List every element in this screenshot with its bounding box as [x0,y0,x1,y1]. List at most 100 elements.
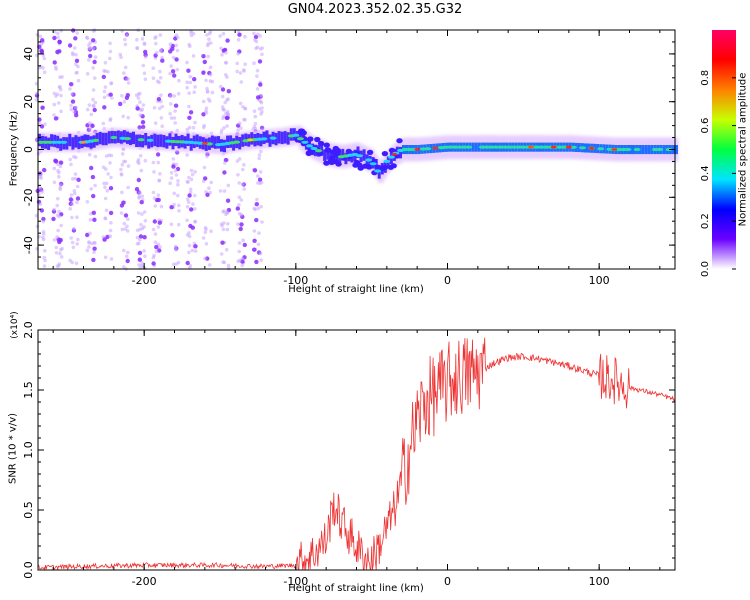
noise-speckle [120,94,124,98]
noise-speckle [76,237,80,242]
noise-speckle [221,116,225,120]
noise-speckle [171,262,176,267]
noise-speckle [152,170,156,174]
noise-speckle [241,238,245,242]
noise-speckle [260,106,264,110]
hot-spot [80,141,87,144]
core-cell [195,134,199,147]
bottom-x-tick-label: 0 [444,575,451,588]
noise-speckle [169,171,174,175]
noise-speckles [34,28,265,271]
noise-speckle [104,208,109,213]
noise-speckle [69,82,74,87]
noise-speckle [185,260,190,266]
noise-speckle [224,115,230,121]
noise-speckle [70,51,75,55]
noise-speckle [168,111,172,116]
noise-speckle [172,73,177,78]
core-cell [647,145,651,155]
noise-speckle [135,235,140,240]
noise-speckle [151,76,156,80]
noise-speckle [92,217,97,222]
noise-speckle [41,66,45,70]
core-cell [280,131,284,145]
noise-speckle [193,219,197,224]
ridge-cell [424,147,432,151]
noise-speckle [73,36,78,41]
ridge-cell [369,162,377,166]
noise-speckle [189,177,194,182]
band-blob [307,136,314,142]
hot-spot [550,145,557,149]
noise-speckle [259,100,264,105]
noise-speckle [255,174,260,178]
noise-speckle [119,55,123,59]
noise-speckle [140,212,144,216]
noise-speckle [135,106,140,111]
noise-speckle [142,42,147,46]
noise-speckle [156,225,161,229]
noise-speckle [209,41,213,45]
noise-speckle [193,85,197,89]
noise-speckle [220,240,225,245]
noise-speckle [255,95,261,100]
noise-speckle [242,69,246,73]
noise-speckle [151,160,156,165]
noise-speckle [152,196,157,200]
noise-speckle [70,215,74,220]
noise-speckle [141,103,146,107]
noise-speckle [142,235,147,240]
core-cell [132,131,135,145]
noise-speckle [38,34,43,39]
noise-speckle [102,89,107,94]
core-cell [174,133,178,146]
noise-speckle [137,263,141,267]
core-cell [644,145,648,155]
noise-speckle [59,109,63,114]
noise-speckle [221,210,225,214]
ridge-cell [124,137,131,141]
noise-speckle [89,187,93,191]
noise-speckle [75,196,81,201]
noise-speckle [256,206,261,211]
noise-speckle [193,207,197,211]
noise-speckle [203,225,208,230]
noise-speckle [108,228,113,233]
core-cell [662,145,666,155]
core-cell [204,138,208,151]
noise-speckle [160,104,165,109]
noise-speckle [158,48,163,53]
noise-speckle [126,115,130,120]
noise-speckle [91,46,96,51]
noise-speckle [170,69,176,74]
noise-speckle [57,174,61,179]
noise-speckle [172,202,176,207]
noise-speckle [70,240,75,245]
noise-speckle [87,121,92,125]
noise-speckle [255,74,259,78]
noise-speckle [187,234,192,239]
core-cell [168,133,172,146]
core-cell [153,133,157,147]
noise-speckle [41,232,46,236]
noise-speckle [54,94,58,98]
noise-speckle [204,242,209,246]
noise-speckle [201,236,206,240]
noise-speckle [223,100,227,105]
top-x-axis-label: Height of straight line (km) [288,284,424,295]
noise-speckle [236,173,240,177]
noise-speckle [153,204,158,208]
noise-speckle [256,242,261,247]
noise-speckle [193,193,197,198]
noise-speckle [57,214,61,219]
noise-speckle [143,219,148,223]
noise-speckle [190,248,195,253]
noise-speckle [123,37,127,42]
noise-speckle [236,128,240,132]
noise-speckle [170,233,175,238]
noise-speckle [140,37,145,41]
noise-speckle [225,210,229,214]
noise-speckle [142,225,146,229]
noise-speckle [58,164,63,169]
noise-speckle [103,185,107,189]
